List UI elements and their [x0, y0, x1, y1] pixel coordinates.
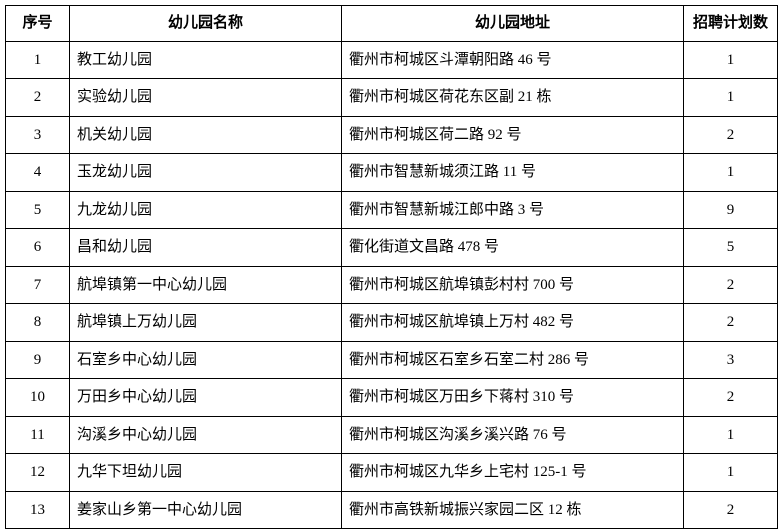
address-cell: 衢州市柯城区航埠镇彭村村 700 号 — [341, 265, 684, 304]
seq-cell: 9 — [5, 340, 70, 379]
plan-cell: 1 — [683, 40, 778, 79]
plan-cell: 1 — [683, 153, 778, 192]
name-cell: 昌和幼儿园 — [69, 228, 342, 267]
plan-cell: 2 — [683, 490, 778, 529]
seq-cell: 10 — [5, 378, 70, 417]
column-header-name: 幼儿园名称 — [69, 5, 342, 42]
plan-cell: 3 — [683, 340, 778, 379]
table-row: 2 实验幼儿园 衢州市柯城区荷花东区副 21 栋 1 — [5, 78, 778, 117]
name-cell: 九龙幼儿园 — [69, 190, 342, 229]
address-cell: 衢州市柯城区斗潭朝阳路 46 号 — [341, 40, 684, 79]
table-row: 13 姜家山乡第一中心幼儿园 衢州市高铁新城振兴家园二区 12 栋 2 — [5, 490, 778, 529]
address-cell: 衢州市柯城区航埠镇上万村 482 号 — [341, 303, 684, 342]
plan-cell: 1 — [683, 78, 778, 117]
name-cell: 姜家山乡第一中心幼儿园 — [69, 490, 342, 529]
name-cell: 玉龙幼儿园 — [69, 153, 342, 192]
plan-cell: 2 — [683, 265, 778, 304]
kindergarten-recruitment-table: 序号 幼儿园名称 幼儿园地址 招聘计划数 1 教工幼儿园 衢州市柯城区斗潭朝阳路… — [5, 5, 778, 529]
seq-cell: 8 — [5, 303, 70, 342]
table-row: 11 沟溪乡中心幼儿园 衢州市柯城区沟溪乡溪兴路 76 号 1 — [5, 415, 778, 454]
seq-cell: 5 — [5, 190, 70, 229]
address-cell: 衢州市智慧新城江郎中路 3 号 — [341, 190, 684, 229]
seq-cell: 6 — [5, 228, 70, 267]
table-row: 9 石室乡中心幼儿园 衢州市柯城区石室乡石室二村 286 号 3 — [5, 340, 778, 379]
table-row: 7 航埠镇第一中心幼儿园 衢州市柯城区航埠镇彭村村 700 号 2 — [5, 265, 778, 304]
name-cell: 石室乡中心幼儿园 — [69, 340, 342, 379]
seq-cell: 1 — [5, 40, 70, 79]
plan-cell: 2 — [683, 115, 778, 154]
address-cell: 衢州市柯城区九华乡上宅村 125-1 号 — [341, 453, 684, 492]
header-row: 序号 幼儿园名称 幼儿园地址 招聘计划数 — [5, 5, 778, 42]
column-header-plan: 招聘计划数 — [683, 5, 778, 42]
address-cell: 衢州市柯城区荷花东区副 21 栋 — [341, 78, 684, 117]
name-cell: 万田乡中心幼儿园 — [69, 378, 342, 417]
table-row: 12 九华下坦幼儿园 衢州市柯城区九华乡上宅村 125-1 号 1 — [5, 453, 778, 492]
table-row: 8 航埠镇上万幼儿园 衢州市柯城区航埠镇上万村 482 号 2 — [5, 303, 778, 342]
plan-cell: 2 — [683, 303, 778, 342]
seq-cell: 13 — [5, 490, 70, 529]
table-row: 3 机关幼儿园 衢州市柯城区荷二路 92 号 2 — [5, 115, 778, 154]
seq-cell: 11 — [5, 415, 70, 454]
seq-cell: 7 — [5, 265, 70, 304]
name-cell: 机关幼儿园 — [69, 115, 342, 154]
column-header-address: 幼儿园地址 — [341, 5, 684, 42]
name-cell: 教工幼儿园 — [69, 40, 342, 79]
table-row: 4 玉龙幼儿园 衢州市智慧新城须江路 11 号 1 — [5, 153, 778, 192]
address-cell: 衢州市柯城区沟溪乡溪兴路 76 号 — [341, 415, 684, 454]
table-row: 10 万田乡中心幼儿园 衢州市柯城区万田乡下蒋村 310 号 2 — [5, 378, 778, 417]
seq-cell: 2 — [5, 78, 70, 117]
table-row: 1 教工幼儿园 衢州市柯城区斗潭朝阳路 46 号 1 — [5, 40, 778, 79]
table-row: 5 九龙幼儿园 衢州市智慧新城江郎中路 3 号 9 — [5, 190, 778, 229]
name-cell: 沟溪乡中心幼儿园 — [69, 415, 342, 454]
address-cell: 衢化街道文昌路 478 号 — [341, 228, 684, 267]
name-cell: 航埠镇第一中心幼儿园 — [69, 265, 342, 304]
name-cell: 九华下坦幼儿园 — [69, 453, 342, 492]
plan-cell: 9 — [683, 190, 778, 229]
address-cell: 衢州市智慧新城须江路 11 号 — [341, 153, 684, 192]
address-cell: 衢州市柯城区石室乡石室二村 286 号 — [341, 340, 684, 379]
plan-cell: 1 — [683, 415, 778, 454]
seq-cell: 12 — [5, 453, 70, 492]
name-cell: 实验幼儿园 — [69, 78, 342, 117]
column-header-seq: 序号 — [5, 5, 70, 42]
plan-cell: 1 — [683, 453, 778, 492]
table-row: 6 昌和幼儿园 衢化街道文昌路 478 号 5 — [5, 228, 778, 267]
address-cell: 衢州市高铁新城振兴家园二区 12 栋 — [341, 490, 684, 529]
address-cell: 衢州市柯城区荷二路 92 号 — [341, 115, 684, 154]
seq-cell: 3 — [5, 115, 70, 154]
plan-cell: 5 — [683, 228, 778, 267]
seq-cell: 4 — [5, 153, 70, 192]
plan-cell: 2 — [683, 378, 778, 417]
address-cell: 衢州市柯城区万田乡下蒋村 310 号 — [341, 378, 684, 417]
name-cell: 航埠镇上万幼儿园 — [69, 303, 342, 342]
